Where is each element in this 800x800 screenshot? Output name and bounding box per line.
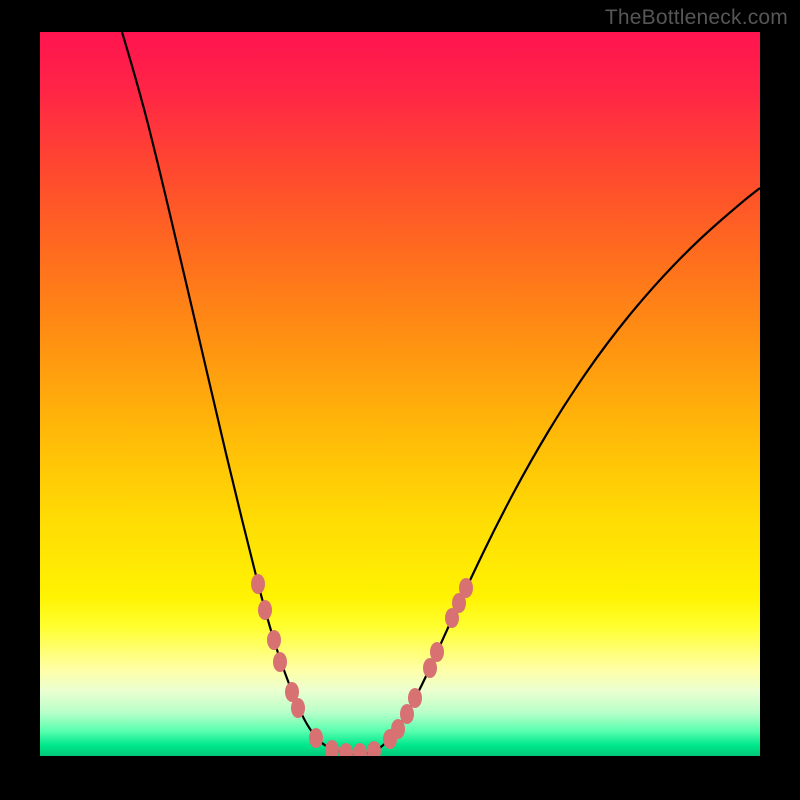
data-marker [273, 652, 287, 672]
gradient-background [40, 32, 760, 756]
chart-root: TheBottleneck.com [0, 0, 800, 800]
data-marker [251, 574, 265, 594]
data-marker [408, 688, 422, 708]
watermark-text: TheBottleneck.com [605, 6, 788, 30]
data-marker [459, 578, 473, 598]
data-marker [291, 698, 305, 718]
data-marker [267, 630, 281, 650]
data-marker [400, 704, 414, 724]
data-marker [430, 642, 444, 662]
data-marker [309, 728, 323, 748]
plot-area [40, 32, 760, 756]
bottleneck-curve-chart [40, 32, 760, 756]
data-marker [258, 600, 272, 620]
